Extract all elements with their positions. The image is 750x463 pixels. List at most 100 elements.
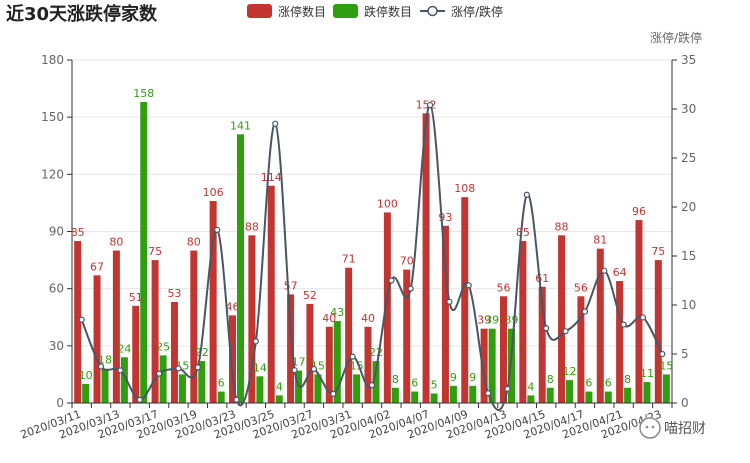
ratio-point bbox=[523, 191, 530, 198]
bar-limit-up bbox=[190, 250, 198, 403]
data-label-limit-up: 56 bbox=[574, 281, 588, 294]
wechat-icon-eye bbox=[645, 425, 649, 429]
bar-limit-down bbox=[391, 387, 399, 403]
data-label-limit-up: 100 bbox=[377, 197, 398, 210]
bar-limit-down bbox=[178, 374, 186, 403]
data-label-limit-up: 71 bbox=[342, 253, 356, 266]
bar-limit-down bbox=[662, 374, 670, 403]
bar-limit-up bbox=[287, 294, 295, 403]
ratio-point bbox=[407, 285, 414, 292]
data-label-limit-down: 6 bbox=[585, 377, 592, 390]
data-label-limit-down: 9 bbox=[469, 371, 476, 384]
ratio-point bbox=[620, 321, 627, 328]
data-label-limit-down: 141 bbox=[230, 119, 251, 132]
y-tick-label: 60 bbox=[49, 282, 64, 296]
ratio-point bbox=[485, 390, 492, 397]
data-label-limit-down: 8 bbox=[547, 373, 554, 386]
bar-limit-down bbox=[120, 357, 128, 403]
legend-swatch-1 bbox=[333, 4, 358, 18]
bar-limit-up bbox=[558, 235, 566, 403]
bar-limit-up bbox=[267, 185, 275, 403]
watermark-text: 喵招财 bbox=[664, 421, 706, 437]
bar-limit-down bbox=[256, 376, 264, 403]
data-label-limit-up: 51 bbox=[129, 291, 143, 304]
legend-label-0: 涨停数目 bbox=[278, 4, 326, 19]
bar-limit-down bbox=[353, 374, 361, 403]
bar-limit-down bbox=[604, 391, 612, 403]
bar-limit-down bbox=[82, 383, 90, 403]
data-label-limit-down: 25 bbox=[156, 340, 170, 353]
ratio-point bbox=[272, 120, 279, 127]
bar-limit-up bbox=[654, 260, 662, 403]
data-label-limit-up: 108 bbox=[454, 182, 475, 195]
y2-tick-label: 15 bbox=[681, 249, 696, 263]
wechat-icon-eye bbox=[651, 425, 655, 429]
ratio-point bbox=[659, 350, 666, 358]
ratio-point bbox=[562, 328, 569, 335]
y2-tick-label: 20 bbox=[681, 200, 696, 214]
data-label-limit-down: 39 bbox=[504, 314, 518, 327]
ratio-point bbox=[117, 367, 124, 374]
data-label-limit-down: 14 bbox=[253, 361, 267, 374]
ratio-point bbox=[175, 365, 182, 372]
ratio-point bbox=[97, 363, 105, 370]
y2-axis-label: 涨停/跌停 bbox=[650, 30, 702, 45]
bar-limit-up bbox=[74, 241, 82, 403]
data-label-limit-down: 22 bbox=[195, 346, 209, 359]
y-tick-label: 0 bbox=[56, 396, 64, 410]
data-label-limit-up: 75 bbox=[148, 245, 162, 258]
data-label-limit-down: 43 bbox=[330, 306, 344, 319]
ratio-point bbox=[155, 370, 163, 377]
ratio-point bbox=[446, 298, 453, 305]
bar-limit-down bbox=[527, 395, 535, 403]
bar-limit-up bbox=[151, 260, 159, 403]
data-label-limit-up: 52 bbox=[303, 289, 317, 302]
legend-label-2: 涨停/跌停 bbox=[451, 4, 503, 19]
bar-limit-up bbox=[170, 302, 178, 403]
bar-limit-down bbox=[101, 368, 109, 403]
bar-limit-up bbox=[364, 326, 372, 403]
data-label-limit-up: 106 bbox=[203, 186, 224, 199]
data-label-limit-down: 6 bbox=[411, 377, 418, 390]
data-label-limit-up: 75 bbox=[651, 245, 665, 258]
ratio-point bbox=[291, 367, 298, 374]
ratio-point bbox=[368, 382, 376, 389]
data-label-limit-up: 46 bbox=[226, 300, 240, 313]
data-label-limit-up: 114 bbox=[261, 171, 282, 184]
data-label-limit-down: 15 bbox=[659, 359, 673, 372]
bar-limit-down bbox=[624, 387, 632, 403]
data-label-limit-up: 152 bbox=[416, 98, 437, 111]
data-label-limit-up: 40 bbox=[322, 312, 336, 325]
y2-tick-label: 25 bbox=[681, 151, 696, 165]
data-label-limit-up: 85 bbox=[71, 226, 85, 239]
bar-limit-down bbox=[469, 385, 477, 403]
data-label-limit-up: 61 bbox=[535, 272, 549, 285]
y2-tick-label: 30 bbox=[681, 102, 696, 116]
data-label-limit-up: 39 bbox=[477, 314, 491, 327]
data-label-limit-up: 88 bbox=[245, 220, 259, 233]
bar-limit-down bbox=[411, 391, 419, 403]
ratio-line bbox=[80, 104, 664, 411]
bar-limit-up bbox=[112, 250, 120, 403]
data-label-limit-up: 81 bbox=[593, 234, 607, 247]
bar-limit-down bbox=[140, 101, 148, 403]
legend-label-1: 跌停数目 bbox=[364, 4, 412, 19]
bar-limit-down bbox=[546, 387, 554, 403]
data-label-limit-down: 8 bbox=[392, 373, 399, 386]
bar-limit-down bbox=[333, 321, 341, 403]
bar-limit-up bbox=[132, 305, 140, 403]
bar-limit-up bbox=[577, 296, 585, 403]
data-label-limit-up: 88 bbox=[555, 220, 569, 233]
data-label-limit-down: 11 bbox=[640, 367, 654, 380]
bar-limit-up bbox=[480, 328, 488, 403]
ratio-point bbox=[639, 314, 647, 321]
bar-limit-up bbox=[345, 267, 353, 403]
ratio-point bbox=[349, 353, 356, 360]
bar-limit-up bbox=[596, 248, 604, 403]
data-label-limit-up: 56 bbox=[496, 281, 510, 294]
chart-title: 近30天涨跌停家数 bbox=[6, 3, 158, 25]
bar-limit-up bbox=[441, 225, 449, 403]
bar-limit-up bbox=[538, 286, 546, 403]
bar-limit-up bbox=[519, 241, 527, 403]
